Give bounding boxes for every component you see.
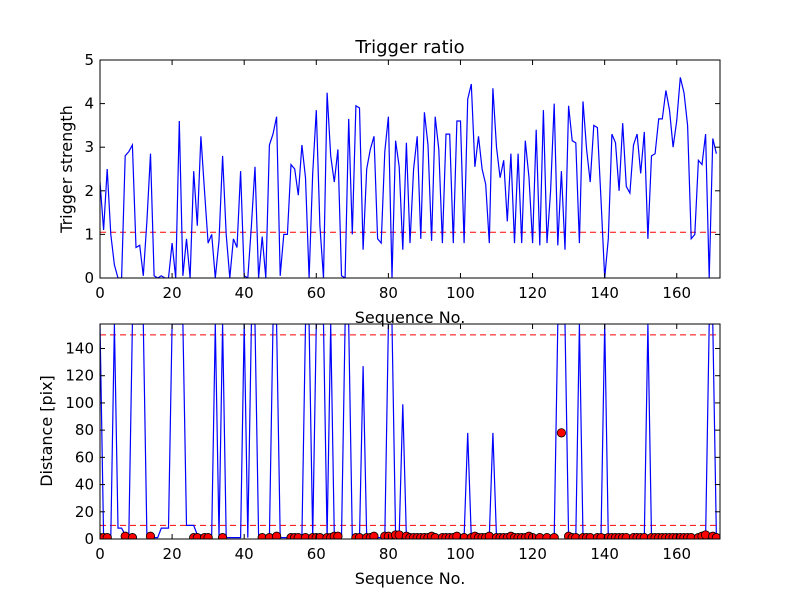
axis-ticks-bottom: 0 20 40 60 80 100 120 140 160 0 20 40 60 80 100 120 140 <box>65 324 720 563</box>
x-tick-label: 160 <box>662 545 691 563</box>
y-tick-label: 140 <box>65 339 94 357</box>
x-tick-label: 140 <box>590 284 619 302</box>
x-tick-label: 120 <box>518 545 547 563</box>
plot-frame <box>99 59 721 279</box>
data-point <box>549 533 559 539</box>
y-axis-label: Trigger strength <box>57 105 76 234</box>
data-point <box>333 531 343 539</box>
x-tick-label: 20 <box>163 284 182 302</box>
x-axis-label: Sequence No. <box>355 569 466 588</box>
y-tick-label: 0 <box>84 269 94 287</box>
x-tick-label: 0 <box>95 284 105 302</box>
data-point <box>556 428 566 438</box>
x-tick-label: 20 <box>163 545 182 563</box>
y-tick-label: 1 <box>84 225 94 243</box>
y-tick-label: 0 <box>84 530 94 548</box>
plot-area-distance <box>100 324 720 539</box>
y-tick-label: 60 <box>75 448 94 466</box>
x-tick-label: 100 <box>446 545 475 563</box>
x-tick-label: 120 <box>518 284 547 302</box>
data-point <box>711 533 720 539</box>
y-tick-label: 4 <box>84 95 94 113</box>
y-tick-label: 80 <box>75 421 94 439</box>
x-tick-label: 100 <box>446 284 475 302</box>
plot-frame <box>99 323 721 540</box>
data-point <box>272 531 282 539</box>
x-tick-label: 140 <box>590 545 619 563</box>
data-point <box>203 533 213 539</box>
y-tick-label: 40 <box>75 476 94 494</box>
data-point <box>369 531 379 539</box>
data-point <box>145 531 156 539</box>
chart-title: Trigger ratio <box>354 37 464 58</box>
plot-area-trigger <box>100 77 720 278</box>
y-tick-label: 20 <box>75 503 94 521</box>
data-point <box>102 533 112 539</box>
x-tick-label: 0 <box>95 545 105 563</box>
y-axis-label: Distance [pix] <box>37 375 56 487</box>
axis-ticks-top: 0 20 40 60 80 100 120 140 160 0 1 2 3 4 5 <box>84 51 720 302</box>
x-tick-label: 40 <box>235 284 254 302</box>
chart-trigger-ratio: Trigger ratio 0 20 40 60 80 100 120 140 160 0 1 2 3 4… <box>57 37 721 327</box>
data-point <box>217 533 228 539</box>
x-tick-label: 80 <box>379 284 398 302</box>
series-line <box>100 77 717 278</box>
x-tick-label: 40 <box>235 545 254 563</box>
x-tick-label: 80 <box>379 545 398 563</box>
x-axis-label: Sequence No. <box>355 308 466 327</box>
x-tick-label: 60 <box>307 545 326 563</box>
y-tick-label: 5 <box>84 51 94 69</box>
x-tick-label: 60 <box>307 284 326 302</box>
y-tick-label: 120 <box>65 367 94 385</box>
y-tick-label: 2 <box>84 182 94 200</box>
y-tick-label: 3 <box>84 138 94 156</box>
data-point <box>127 533 138 539</box>
y-tick-label: 100 <box>65 394 94 412</box>
x-tick-label: 160 <box>662 284 691 302</box>
chart-distance: 0 20 40 60 80 100 120 140 160020406080100120140 … <box>37 323 721 588</box>
